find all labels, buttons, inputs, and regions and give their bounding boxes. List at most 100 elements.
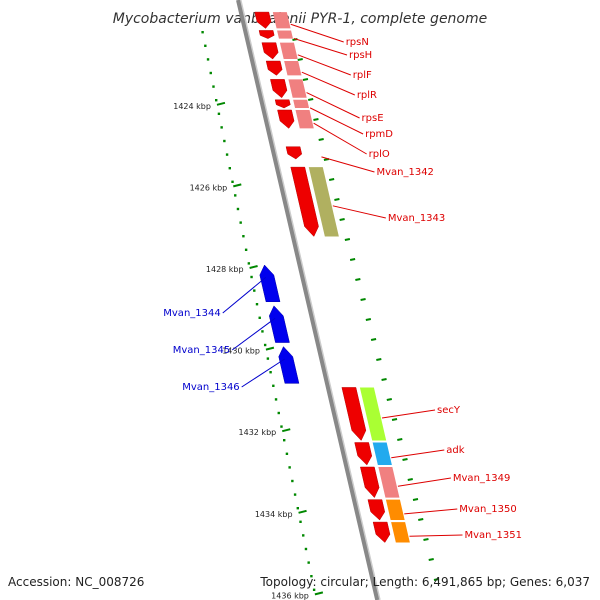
- gene-Mvan_1350-cog-bar: [385, 499, 405, 521]
- scale-dash: [355, 278, 361, 281]
- ruler-dot: [285, 452, 289, 455]
- ruler-dot: [223, 139, 226, 143]
- ruler-tick: [249, 265, 258, 269]
- gene-label-leader: [301, 71, 356, 96]
- gene-label-rplR[interactable]: rplR: [357, 90, 377, 101]
- ruler-dot: [263, 343, 267, 347]
- ruler-tick: [216, 101, 226, 106]
- scale-dash: [297, 58, 303, 61]
- scale-dash: [381, 378, 387, 381]
- gene-Mvan_1350-arrow[interactable]: [367, 499, 386, 521]
- gene-label-rplF[interactable]: rplF: [353, 70, 372, 81]
- gene-label-leader: [306, 92, 360, 119]
- gene-rpmD-arrow[interactable]: [274, 99, 291, 109]
- scale-dash: [302, 78, 309, 81]
- scale-dash: [391, 418, 398, 421]
- gene-label-leader: [313, 122, 367, 155]
- gene-label-rplO[interactable]: rplO: [369, 149, 390, 160]
- gene-rpsN-cog-bar: [272, 12, 291, 29]
- scale-dash: [334, 198, 340, 201]
- ruler-dot: [258, 316, 261, 319]
- gene-label-Mvan_1343[interactable]: Mvan_1343: [388, 213, 445, 224]
- ruler-dot: [269, 371, 272, 374]
- scale-dash: [402, 458, 408, 461]
- ruler-dot: [291, 479, 294, 483]
- scale-dash: [412, 498, 419, 501]
- gene-Mvan_1343-arrow[interactable]: [290, 166, 319, 237]
- ruler-dot: [293, 493, 297, 496]
- gene-label-leader: [309, 107, 364, 135]
- gene-rpsN-arrow[interactable]: [254, 11, 272, 29]
- gene-label-rpmD[interactable]: rpmD: [365, 129, 393, 140]
- gene-label-leader: [409, 534, 463, 537]
- ruler-dot: [310, 575, 313, 578]
- gene-rpsH-arrow[interactable]: [258, 30, 275, 39]
- kbp-ruler: 1424 kbp 1426 kbp 1428 kbp 1430 kbp 1432 kbp…: [173, 31, 440, 600]
- gene-label-rpsN[interactable]: rpsN: [346, 37, 369, 48]
- ruler-dot: [204, 44, 207, 47]
- scale-dash: [386, 398, 392, 401]
- gene-label-Mvan_1345[interactable]: Mvan_1345: [173, 345, 230, 356]
- gene-label-Mvan_1346[interactable]: Mvan_1346: [182, 382, 239, 393]
- scale-dash: [376, 358, 382, 361]
- scale-dash: [418, 518, 424, 521]
- ruler-dot: [312, 588, 316, 591]
- gene-label-Mvan_1351[interactable]: Mvan_1351: [464, 530, 521, 541]
- gene-track: [254, 11, 410, 543]
- gene-rpsE-arrow[interactable]: [270, 79, 288, 99]
- dna-backbone: [236, 0, 381, 600]
- ruler-tick: [233, 183, 242, 188]
- gene-label-Mvan_1349[interactable]: Mvan_1349: [453, 473, 510, 484]
- gene-label-secY[interactable]: secY: [437, 405, 461, 416]
- gene-adk-cog-bar: [372, 442, 392, 465]
- gene-rpsE-cog-bar: [288, 79, 307, 98]
- ruler-dot: [201, 31, 204, 34]
- scale-dash: [365, 318, 372, 321]
- ruler-dot: [225, 153, 229, 156]
- ruler-dot: [274, 398, 278, 401]
- gene-label-rpsE[interactable]: rpsE: [362, 113, 384, 124]
- ruler-tick-label: 1436 kbp: [271, 591, 309, 600]
- ruler-dot: [234, 194, 237, 197]
- gene-Mvan_1342-arrow[interactable]: [285, 146, 303, 160]
- gene-label-adk[interactable]: adk: [446, 445, 464, 456]
- gene-Mvan_1349-arrow[interactable]: [360, 466, 380, 499]
- scale-dash: [313, 118, 319, 121]
- ruler-dot: [296, 507, 299, 510]
- ruler-tick-label: 1426 kbp: [190, 183, 228, 192]
- gene-Mvan_1346-arrow[interactable]: [278, 346, 300, 384]
- scale-dash: [433, 578, 440, 581]
- ruler-dot: [277, 411, 280, 415]
- ruler-dot: [239, 221, 242, 224]
- ruler-dot: [299, 520, 302, 523]
- backbone-line: [236, 0, 380, 600]
- gene-Mvan_1345-arrow[interactable]: [269, 305, 290, 343]
- ruler-dot: [255, 303, 259, 306]
- gene-rplF-arrow[interactable]: [261, 42, 279, 60]
- gene-Mvan_1344-arrow[interactable]: [259, 264, 281, 303]
- gene-rplR-arrow[interactable]: [265, 60, 283, 76]
- ruler-dot: [283, 439, 286, 442]
- ruler-dot: [244, 248, 248, 251]
- ruler-dot: [220, 126, 223, 129]
- gene-label-leader: [397, 477, 451, 487]
- gene-label-leader: [321, 156, 375, 173]
- gene-secY-arrow[interactable]: [341, 387, 367, 441]
- ruler-dot: [217, 112, 221, 115]
- scale-dash: [349, 258, 356, 261]
- gene-label-leader: [241, 358, 285, 388]
- gene-label-Mvan_1350[interactable]: Mvan_1350: [459, 504, 516, 515]
- gene-Mvan_1351-arrow[interactable]: [372, 521, 391, 543]
- ruler-tick-label: 1434 kbp: [255, 510, 293, 519]
- gene-label-rpsH[interactable]: rpsH: [349, 50, 372, 61]
- gene-label-Mvan_1342[interactable]: Mvan_1342: [376, 167, 433, 178]
- ruler-dot: [266, 357, 270, 360]
- scale-dash: [423, 538, 429, 541]
- gene-label-leader: [381, 409, 436, 419]
- gene-label-Mvan_1344[interactable]: Mvan_1344: [163, 308, 220, 319]
- scale-dash: [328, 178, 335, 181]
- gene-adk-arrow[interactable]: [354, 442, 373, 466]
- gene-rplO-arrow[interactable]: [277, 109, 295, 129]
- ruler-dot: [206, 58, 210, 61]
